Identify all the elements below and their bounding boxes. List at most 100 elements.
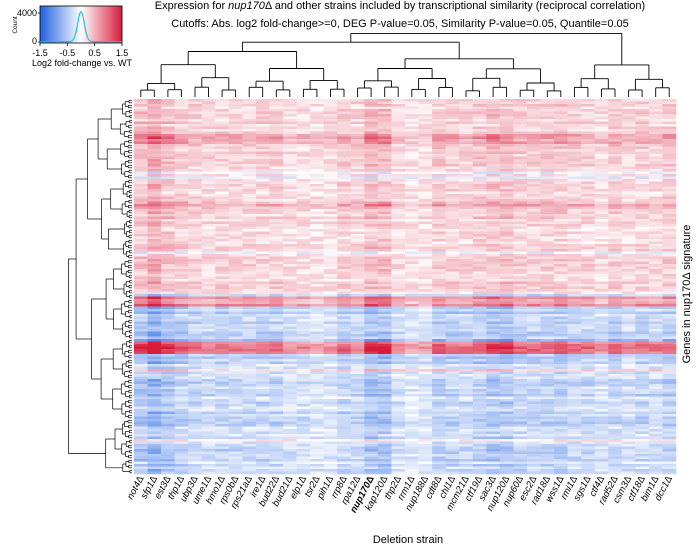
heatmap-cell [323, 344, 338, 347]
heatmap-cell [472, 349, 487, 352]
heatmap-cell [486, 224, 501, 227]
heatmap-cell [337, 371, 352, 375]
heatmap-cell [459, 381, 474, 385]
heatmap-cell [432, 411, 446, 415]
heatmap-cell [242, 109, 257, 112]
heatmap-cell [499, 386, 514, 390]
heatmap-cell [269, 184, 284, 187]
heatmap-cell [513, 334, 528, 337]
heatmap-cell [134, 221, 148, 225]
heatmap-cell [228, 141, 243, 145]
heatmap-cell [161, 386, 175, 390]
heatmap-cell [499, 304, 514, 307]
heatmap-cell [364, 204, 379, 207]
heatmap-cell [418, 239, 433, 242]
heatmap-cell [526, 356, 541, 360]
heatmap-cell [418, 271, 433, 275]
heatmap-cell [567, 391, 582, 395]
heatmap-cell [134, 359, 148, 362]
heatmap-cell [188, 359, 203, 362]
heatmap-cell [201, 204, 216, 207]
heatmap-cell [350, 311, 365, 315]
heatmap-cell [567, 384, 582, 387]
heatmap-cell [296, 454, 311, 457]
heatmap-cell [377, 216, 392, 220]
heatmap-cell [161, 289, 175, 292]
heatmap-cell [445, 289, 460, 292]
heatmap-cell [486, 364, 501, 367]
heatmap-cell [310, 319, 324, 322]
heatmap-cell [418, 436, 433, 440]
heatmap-cell [147, 329, 162, 332]
heatmap-cell [269, 151, 284, 155]
heatmap-cell [377, 161, 392, 165]
heatmap-cell [391, 371, 406, 375]
heatmap-cell [405, 471, 419, 475]
heatmap-cell [513, 154, 528, 157]
heatmap-cell [377, 319, 392, 322]
heatmap-cell [337, 176, 352, 180]
heatmap-cell [323, 129, 338, 132]
heatmap-cell [391, 411, 406, 415]
heatmap-cell [405, 464, 419, 467]
heatmap-cell [405, 466, 419, 470]
heatmap-cell [242, 181, 257, 185]
heatmap-cell [201, 399, 216, 402]
heatmap-cell [432, 414, 446, 417]
heatmap-cell [567, 319, 582, 322]
heatmap-cell [255, 459, 270, 462]
heatmap-cell [432, 431, 446, 435]
heatmap-cell [323, 291, 338, 295]
heatmap-cell [513, 139, 528, 142]
heatmap-cell [472, 166, 487, 170]
heatmap-cell [554, 446, 568, 450]
heatmap-cell [350, 446, 365, 450]
heatmap-cell [350, 359, 365, 362]
heatmap-cell [432, 274, 446, 277]
heatmap-cell [296, 466, 311, 470]
heatmap-cell [364, 384, 379, 387]
heatmap-cell [337, 181, 352, 185]
heatmap-cell [174, 439, 189, 442]
heatmap-cell [526, 334, 541, 337]
heatmap-cell [405, 141, 419, 145]
heatmap-cell [445, 429, 460, 432]
heatmap-cell [459, 226, 474, 230]
heatmap-cell [405, 166, 419, 170]
heatmap-cell [228, 201, 243, 205]
heatmap-cell [364, 284, 379, 287]
heatmap-cell [472, 319, 487, 322]
heatmap-cell [269, 371, 284, 375]
heatmap-cell [405, 294, 419, 297]
heatmap-cell [161, 446, 175, 450]
heatmap-cell [188, 444, 203, 447]
heatmap-cell [499, 466, 514, 470]
heatmap-cell [201, 304, 216, 307]
heatmap-cell [513, 431, 528, 435]
heatmap-cell [269, 424, 284, 427]
heatmap-cell [567, 469, 582, 472]
heatmap-cell [323, 444, 338, 447]
heatmap-cell [310, 339, 324, 342]
heatmap-cell [134, 114, 148, 117]
heatmap-cell [310, 434, 324, 437]
heatmap-cell [499, 221, 514, 225]
heatmap-cell [499, 214, 514, 217]
heatmap-cell [228, 289, 243, 292]
heatmap-cell [445, 201, 460, 205]
heatmap-cell [364, 456, 379, 460]
heatmap-cell [255, 386, 270, 390]
heatmap-cell [554, 226, 568, 230]
heatmap-cell [391, 161, 406, 165]
heatmap-cell [418, 261, 433, 265]
heatmap-cell [147, 326, 162, 330]
heatmap-cell [269, 121, 284, 125]
heatmap-cell [391, 169, 406, 172]
heatmap-cell [296, 446, 311, 450]
heatmap-cell [174, 296, 189, 300]
heatmap-cell [255, 336, 270, 340]
heatmap-cell [255, 456, 270, 460]
heatmap-cell [554, 109, 568, 112]
heatmap-cell [147, 374, 162, 377]
heatmap-cell [377, 324, 392, 327]
